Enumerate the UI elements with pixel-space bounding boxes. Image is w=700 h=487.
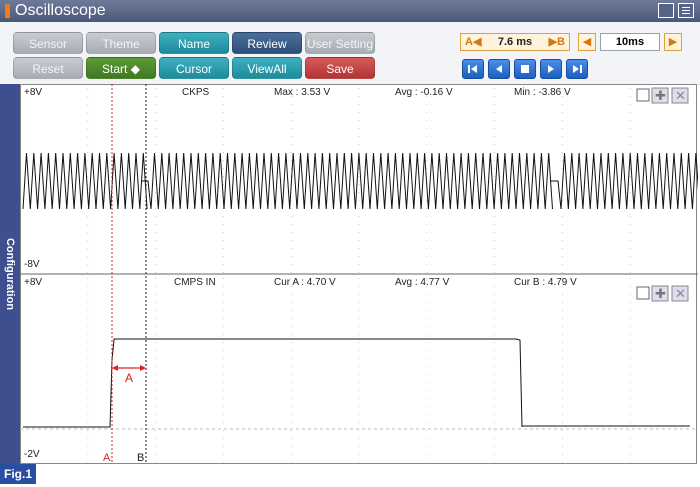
ch2-cur-b: Cur B : 4.79 V	[514, 277, 577, 288]
ch1-zoom-button[interactable]	[651, 87, 669, 104]
skip-start-button[interactable]	[462, 59, 484, 79]
cursor-delta-readout: A◀ 7.6 ms ▶B	[460, 33, 570, 51]
ch1-max: Max : 3.53 V	[274, 87, 330, 98]
timebase-decrease-button[interactable]: ◀	[578, 33, 596, 51]
skip-start-icon	[468, 65, 477, 73]
stop-icon	[521, 65, 529, 73]
scope-display: A A B +8V -8V CKPS Max : 3.53 V Avg : -0…	[20, 84, 700, 464]
cursor-delta-label: A	[125, 371, 133, 385]
ch1-waveform	[22, 152, 700, 210]
menu-icon[interactable]	[678, 3, 694, 18]
ch1-name: CKPS	[182, 87, 210, 98]
step-forward-icon	[548, 65, 554, 73]
review-button[interactable]: Review	[232, 32, 302, 54]
sensor-button[interactable]: Sensor	[13, 32, 83, 54]
ch2-bottom-scale: -2V	[24, 449, 40, 460]
ch1-min: Min : -3.86 V	[514, 87, 571, 98]
ch2-zoom-button[interactable]	[651, 285, 669, 302]
plus-icon: ✚	[655, 88, 666, 103]
window-mode-icon[interactable]	[658, 3, 674, 18]
skip-end-icon	[573, 65, 582, 73]
name-button[interactable]: Name	[159, 32, 229, 54]
grid	[87, 88, 631, 463]
scope-svg: A A B +8V -8V CKPS Max : 3.53 V Avg : -0…	[20, 84, 700, 464]
step-forward-button[interactable]	[540, 59, 562, 79]
step-back-button[interactable]	[488, 59, 510, 79]
title-bar: Oscilloscope	[0, 0, 700, 22]
toolbar: Sensor Theme Name Review User Setting Re…	[0, 22, 700, 85]
cursor-delta-value: 7.6 ms	[497, 36, 533, 48]
cursor-b-marker: B	[137, 452, 144, 464]
cursor-a-marker: A	[103, 452, 111, 464]
ch2-select-checkbox[interactable]	[636, 286, 650, 300]
window-title: Oscilloscope	[15, 2, 106, 19]
ch1-bottom-scale: -8V	[24, 259, 40, 270]
ch1-avg: Avg : -0.16 V	[395, 87, 453, 98]
close-icon: ✕	[675, 286, 686, 301]
stop-button[interactable]	[514, 59, 536, 79]
cursor-button[interactable]: Cursor	[159, 57, 229, 79]
ch2-waveform	[23, 338, 690, 428]
cursor-b-label: ▶B	[548, 36, 565, 48]
ch1-select-checkbox[interactable]	[636, 88, 650, 102]
reset-button[interactable]: Reset	[13, 57, 83, 79]
configuration-sidebar[interactable]: Configuration	[0, 84, 20, 464]
ch2-avg: Avg : 4.77 V	[395, 277, 450, 288]
figure-label: Fig.1	[0, 464, 36, 484]
cursor-a-label: A◀	[465, 36, 482, 48]
theme-button[interactable]: Theme	[86, 32, 156, 54]
viewall-button[interactable]: ViewAll	[232, 57, 302, 79]
ch2-name: CMPS IN	[174, 277, 216, 288]
user-setting-button[interactable]: User Setting	[305, 32, 375, 54]
sidebar-label: Configuration	[4, 237, 16, 311]
skip-end-button[interactable]	[566, 59, 588, 79]
ch1-close-button[interactable]	[671, 87, 689, 104]
ch2-cur-a: Cur A : 4.70 V	[274, 277, 336, 288]
arrow-right-icon	[140, 365, 146, 371]
save-button[interactable]: Save	[305, 57, 375, 79]
arrow-left-icon	[112, 365, 118, 371]
start-button[interactable]: Start ◆	[86, 57, 156, 79]
close-icon: ✕	[675, 88, 686, 103]
timebase-increase-button[interactable]: ▶	[664, 33, 682, 51]
step-back-icon	[496, 65, 502, 73]
ch2-close-button[interactable]	[671, 285, 689, 302]
plus-icon: ✚	[655, 286, 666, 301]
ch2-top-scale: +8V	[24, 277, 42, 288]
app-icon	[5, 4, 10, 18]
timebase-value: 10ms	[600, 33, 660, 51]
ch1-top-scale: +8V	[24, 87, 42, 98]
